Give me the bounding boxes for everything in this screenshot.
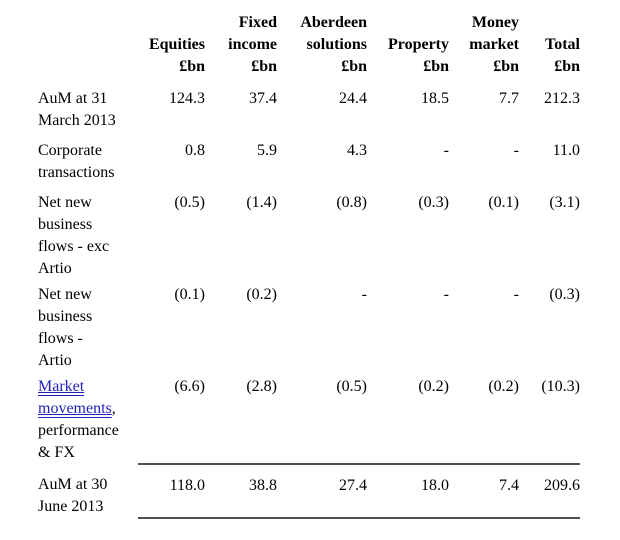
value-cell: 38.8 <box>205 463 277 519</box>
row-label-rest: , performance & FX <box>38 400 119 461</box>
value-cell: (6.6) <box>174 378 205 395</box>
value-cell: 11.0 <box>552 142 580 159</box>
value-cell: 124.3 <box>169 90 205 107</box>
value-cell: (0.8) <box>336 194 367 211</box>
value-cell: 7.7 <box>499 90 519 107</box>
row-net-new-business-flows-exc-artio: Net new business flows - exc Artio (0.5)… <box>0 192 580 284</box>
header-spacer <box>0 12 138 88</box>
value-cell: (0.2) <box>246 286 277 303</box>
value-cell: - <box>443 286 449 303</box>
value-cell: 18.5 <box>421 90 449 107</box>
market-movements-link[interactable]: Market movements <box>38 378 112 417</box>
column-name: Equities <box>148 36 205 53</box>
value-cell: (10.3) <box>541 378 580 395</box>
value-cell: (1.4) <box>246 194 277 211</box>
row-corporate-transactions: Corporate transactions 0.8 5.9 4.3 - - 1… <box>0 140 580 192</box>
value-cell: (0.1) <box>174 286 205 303</box>
value-cell: (0.5) <box>336 378 367 395</box>
value-cell: 209.6 <box>519 463 580 519</box>
value-cell: 27.4 <box>277 463 367 519</box>
row-aum-31-march-2013: AuM at 31 March 2013 124.3 37.4 24.4 18.… <box>0 88 580 140</box>
value-cell: (0.2) <box>488 378 519 395</box>
row-label: Corporate transactions <box>38 142 115 181</box>
value-cell: (0.1) <box>488 194 519 211</box>
value-cell: - <box>361 286 367 303</box>
column-name: Aberdeen solutions <box>300 14 367 53</box>
column-header-property: Property £bn <box>367 12 449 88</box>
row-label: AuM at 31 March 2013 <box>38 90 116 129</box>
value-cell: 7.4 <box>449 463 519 519</box>
value-cell: 18.0 <box>367 463 449 519</box>
column-header-total: Total £bn <box>519 12 580 88</box>
column-unit: £bn <box>493 58 519 75</box>
column-header-aberdeen-solutions: Aberdeen solutions £bn <box>277 12 367 88</box>
value-cell: (0.3) <box>418 194 449 211</box>
column-unit: £bn <box>251 58 277 75</box>
value-cell: 5.9 <box>257 142 277 159</box>
value-cell: (3.1) <box>549 194 580 211</box>
value-cell: 118.0 <box>138 463 205 519</box>
row-market-movements-performance-fx: Market movements, performance & FX (6.6)… <box>0 376 580 464</box>
aum-table: Equities £bn Fixed income £bn Aberdeen s… <box>0 12 580 519</box>
value-cell: 24.4 <box>339 90 367 107</box>
row-net-new-business-flows-artio: Net new business flows - Artio (0.1) (0.… <box>0 284 580 376</box>
value-cell: 37.4 <box>249 90 277 107</box>
value-cell: 0.8 <box>185 142 205 159</box>
column-header-fixed-income: Fixed income £bn <box>205 12 277 88</box>
value-cell: (0.5) <box>174 194 205 211</box>
column-unit: £bn <box>423 58 449 75</box>
column-unit: £bn <box>341 58 367 75</box>
value-cell: - <box>513 142 519 159</box>
value-cell: - <box>443 142 449 159</box>
column-header-equities: Equities £bn <box>138 12 205 88</box>
row-label: Market movements, performance & FX <box>0 376 138 464</box>
column-name: Property <box>387 36 449 53</box>
header-row: Equities £bn Fixed income £bn Aberdeen s… <box>0 12 580 88</box>
column-name: Money market <box>469 14 519 53</box>
value-cell: - <box>513 286 519 303</box>
value-cell: 212.3 <box>544 90 580 107</box>
value-cell: (2.8) <box>246 378 277 395</box>
column-header-money-market: Money market £bn <box>449 12 519 88</box>
row-label: AuM at 30 June 2013 <box>38 476 108 515</box>
value-cell: 4.3 <box>347 142 367 159</box>
row-label: Net new business flows - exc Artio <box>38 194 110 277</box>
column-unit: £bn <box>554 58 580 75</box>
value-cell: (0.3) <box>549 286 580 303</box>
column-unit: £bn <box>179 58 205 75</box>
row-label: Net new business flows - Artio <box>38 286 93 369</box>
column-name: Total <box>545 36 580 53</box>
row-aum-30-june-2013: AuM at 30 June 2013 118.0 38.8 27.4 18.0… <box>0 463 580 519</box>
value-cell: (0.2) <box>418 378 449 395</box>
column-name: Fixed income <box>228 14 277 53</box>
